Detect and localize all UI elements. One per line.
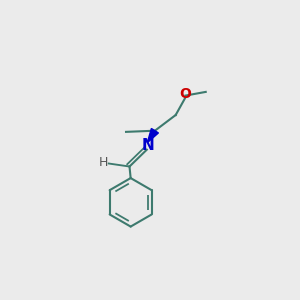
Text: H: H — [99, 156, 108, 169]
Text: N: N — [141, 138, 154, 153]
Polygon shape — [147, 128, 158, 143]
Text: O: O — [179, 87, 191, 101]
